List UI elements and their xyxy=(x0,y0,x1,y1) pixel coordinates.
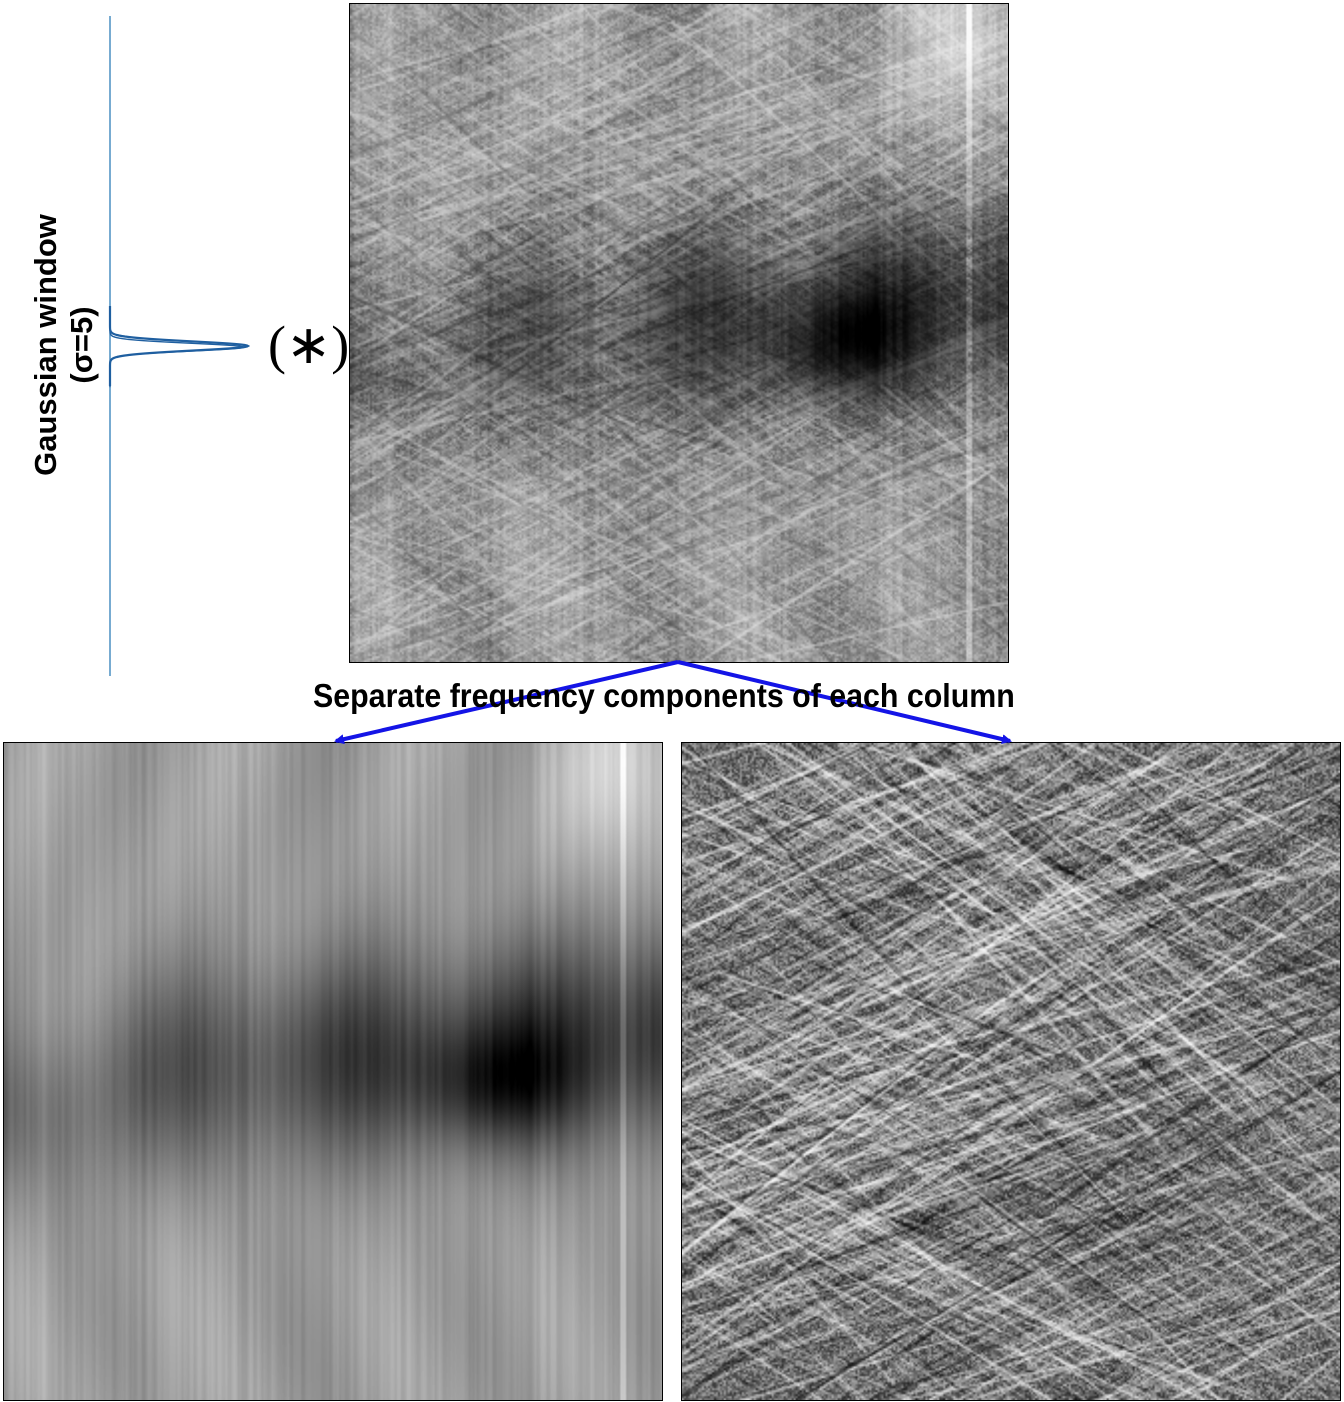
original-image xyxy=(350,4,1008,662)
high-frequency-panel xyxy=(681,742,1341,1401)
convolution-symbol: (∗) xyxy=(268,315,350,375)
gaussian-curve-icon xyxy=(108,306,251,386)
low-frequency-panel xyxy=(3,742,663,1401)
arrow-to-low-frequency-icon xyxy=(334,660,679,745)
figure-caption: Separate frequency components of each co… xyxy=(313,677,1015,714)
original-image-panel xyxy=(349,3,1009,663)
arrow-to-high-frequency-icon xyxy=(677,660,1012,745)
low-frequency-image xyxy=(4,743,662,1400)
high-frequency-image xyxy=(682,743,1340,1400)
gaussian-curve-shadow xyxy=(109,307,246,388)
